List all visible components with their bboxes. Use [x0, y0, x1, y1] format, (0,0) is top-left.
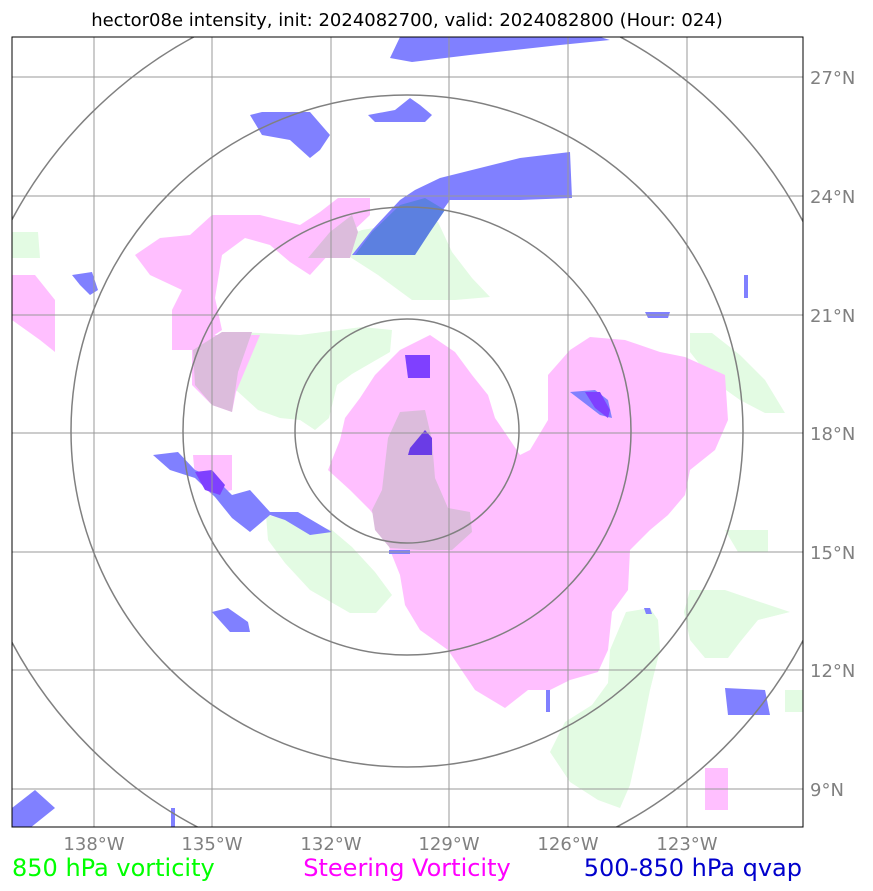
overlap-region	[372, 410, 472, 550]
vorticity-850-region	[550, 608, 660, 808]
qvap-region	[171, 808, 175, 827]
vorticity-850-region	[222, 327, 392, 430]
qvap-region	[368, 98, 432, 122]
vorticity-850-region	[12, 232, 40, 258]
lat-label: 15°N	[810, 543, 855, 564]
qvap-region	[644, 608, 652, 614]
qvap-region	[390, 37, 610, 62]
qvap-region	[546, 690, 550, 712]
qvap-vorticity-overlap-layer	[355, 198, 445, 255]
qvap-overlap-region	[355, 198, 445, 255]
lat-label: 12°N	[810, 661, 855, 682]
qvap-overlap-region	[405, 355, 430, 378]
legend: 850 hPa vorticity Steering Vorticity 500…	[12, 854, 802, 882]
latitude-labels: 27°N 24°N 21°N 18°N 15°N 12°N 9°N	[810, 68, 855, 801]
lat-label: 18°N	[810, 424, 855, 445]
overlap-region	[193, 332, 252, 412]
lat-label: 27°N	[810, 68, 855, 89]
qvap-region	[212, 608, 250, 632]
plot-frame	[11, 36, 804, 828]
longitude-labels: 138°W 135°W 132°W 129°W 126°W 123°W	[63, 834, 717, 855]
range-ring	[182, 206, 632, 656]
vorticity-850-region	[725, 530, 768, 552]
range-rings	[12, 37, 803, 827]
vorticity-850-region	[785, 690, 803, 712]
qvap-region	[744, 275, 748, 298]
steering-vorticity-region	[135, 198, 370, 350]
lon-label: 135°W	[181, 834, 242, 855]
lon-label: 126°W	[537, 834, 598, 855]
lon-label: 123°W	[656, 834, 717, 855]
qvap-region	[12, 790, 55, 827]
lat-label: 21°N	[810, 306, 855, 327]
qvap-overlap-region	[408, 430, 432, 455]
legend-item-850-vorticity: 850 hPa vorticity	[12, 854, 215, 882]
overlap-layer	[193, 215, 472, 550]
vorticity-850-layer	[12, 222, 803, 808]
vorticity-850-region	[266, 515, 392, 613]
overlap-region	[308, 215, 358, 258]
range-ring	[294, 318, 520, 544]
qvap-steering-overlap-layer	[195, 355, 610, 495]
gridlines	[12, 37, 803, 827]
vorticity-850-region	[684, 590, 790, 658]
lon-label: 132°W	[300, 834, 361, 855]
lon-label: 138°W	[63, 834, 124, 855]
steering-vorticity-region	[12, 275, 55, 352]
lat-label: 9°N	[810, 780, 844, 801]
lon-label: 129°W	[418, 834, 479, 855]
plot-area	[12, 37, 803, 827]
qvap-region	[72, 272, 98, 295]
legend-item-steering-vorticity: Steering Vorticity	[303, 854, 510, 882]
qvap-overlap-region	[195, 470, 225, 495]
legend-item-qvap: 500-850 hPa qvap	[584, 854, 802, 882]
figure-title: hector08e intensity, init: 2024082700, v…	[91, 10, 723, 31]
range-ring	[70, 94, 744, 768]
qvap-overlap-region	[585, 392, 610, 418]
lat-label: 24°N	[810, 187, 855, 208]
